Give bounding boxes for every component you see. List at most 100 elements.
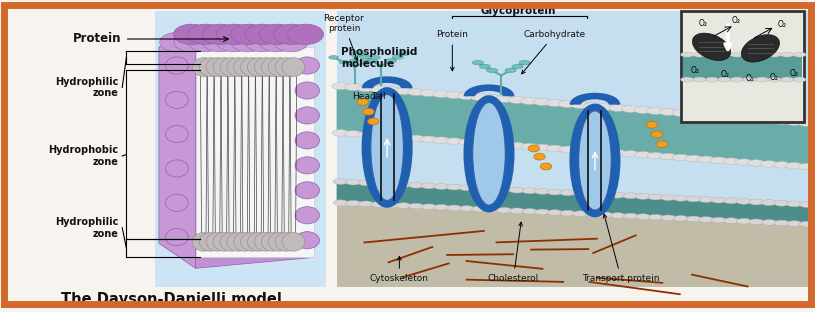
Circle shape — [648, 214, 663, 220]
Ellipse shape — [165, 228, 188, 246]
Circle shape — [673, 216, 689, 221]
Ellipse shape — [192, 58, 215, 76]
Circle shape — [672, 154, 689, 161]
Circle shape — [333, 178, 348, 184]
Circle shape — [781, 52, 794, 57]
Circle shape — [781, 77, 794, 82]
Circle shape — [623, 193, 638, 199]
Circle shape — [433, 137, 450, 144]
Circle shape — [743, 77, 756, 82]
Circle shape — [622, 105, 640, 112]
Circle shape — [408, 89, 425, 95]
Ellipse shape — [174, 32, 209, 52]
Circle shape — [793, 77, 806, 82]
Text: The Davson-Danielli model: The Davson-Danielli model — [60, 292, 282, 307]
Circle shape — [706, 52, 719, 57]
Circle shape — [698, 156, 715, 163]
Wedge shape — [465, 87, 513, 96]
Circle shape — [433, 90, 451, 98]
Circle shape — [647, 153, 664, 159]
Ellipse shape — [275, 58, 298, 76]
Circle shape — [394, 88, 412, 95]
Circle shape — [509, 208, 525, 214]
Circle shape — [487, 68, 498, 72]
Text: O₂: O₂ — [698, 19, 708, 28]
Circle shape — [350, 59, 359, 63]
Circle shape — [471, 140, 487, 146]
Circle shape — [367, 59, 378, 63]
Circle shape — [484, 207, 500, 212]
FancyBboxPatch shape — [196, 47, 314, 257]
Ellipse shape — [534, 153, 545, 160]
Ellipse shape — [295, 182, 319, 199]
Circle shape — [472, 185, 487, 191]
Circle shape — [706, 77, 719, 82]
Circle shape — [409, 203, 424, 209]
Circle shape — [681, 52, 694, 57]
Circle shape — [609, 105, 627, 111]
Ellipse shape — [288, 24, 324, 44]
Ellipse shape — [465, 96, 513, 211]
Circle shape — [508, 97, 526, 104]
Circle shape — [723, 158, 740, 164]
Text: Carbohydrate: Carbohydrate — [522, 31, 585, 74]
Circle shape — [793, 52, 806, 57]
Ellipse shape — [174, 24, 209, 44]
Circle shape — [497, 207, 512, 213]
Circle shape — [760, 116, 778, 123]
Circle shape — [546, 145, 563, 152]
Circle shape — [339, 60, 349, 64]
Wedge shape — [363, 79, 411, 88]
Ellipse shape — [227, 232, 249, 251]
Ellipse shape — [368, 118, 379, 125]
Circle shape — [646, 108, 665, 115]
Ellipse shape — [245, 24, 281, 44]
Circle shape — [470, 94, 488, 100]
Circle shape — [458, 93, 476, 100]
Circle shape — [357, 85, 375, 91]
Circle shape — [736, 198, 751, 204]
Ellipse shape — [192, 232, 215, 251]
Ellipse shape — [282, 232, 305, 251]
Circle shape — [371, 56, 381, 59]
Ellipse shape — [363, 88, 412, 207]
Wedge shape — [571, 95, 619, 105]
Circle shape — [446, 138, 463, 144]
Circle shape — [559, 146, 576, 153]
Ellipse shape — [199, 58, 222, 76]
Circle shape — [636, 214, 650, 219]
Circle shape — [359, 180, 373, 186]
Ellipse shape — [202, 32, 236, 52]
Ellipse shape — [220, 58, 243, 76]
Ellipse shape — [268, 232, 291, 251]
Circle shape — [610, 150, 627, 156]
Circle shape — [548, 210, 562, 215]
Ellipse shape — [206, 58, 229, 76]
Circle shape — [333, 200, 348, 206]
Ellipse shape — [275, 232, 298, 251]
Circle shape — [661, 195, 676, 201]
Circle shape — [648, 194, 663, 200]
Circle shape — [396, 203, 411, 208]
FancyBboxPatch shape — [337, 11, 811, 209]
Circle shape — [762, 220, 777, 225]
Circle shape — [786, 201, 802, 207]
Polygon shape — [159, 34, 196, 268]
Circle shape — [693, 52, 706, 57]
Polygon shape — [337, 87, 811, 165]
Circle shape — [547, 189, 562, 195]
Circle shape — [385, 59, 396, 63]
Text: O₂: O₂ — [731, 16, 741, 25]
Circle shape — [768, 52, 781, 57]
Ellipse shape — [165, 160, 188, 177]
Circle shape — [344, 84, 363, 90]
Ellipse shape — [160, 32, 194, 52]
Text: Tail: Tail — [371, 92, 385, 101]
Circle shape — [346, 200, 361, 206]
Circle shape — [785, 119, 804, 125]
Ellipse shape — [473, 103, 505, 205]
Text: Protein: Protein — [436, 31, 469, 71]
Circle shape — [722, 114, 740, 120]
Polygon shape — [337, 183, 811, 223]
Ellipse shape — [295, 132, 319, 149]
